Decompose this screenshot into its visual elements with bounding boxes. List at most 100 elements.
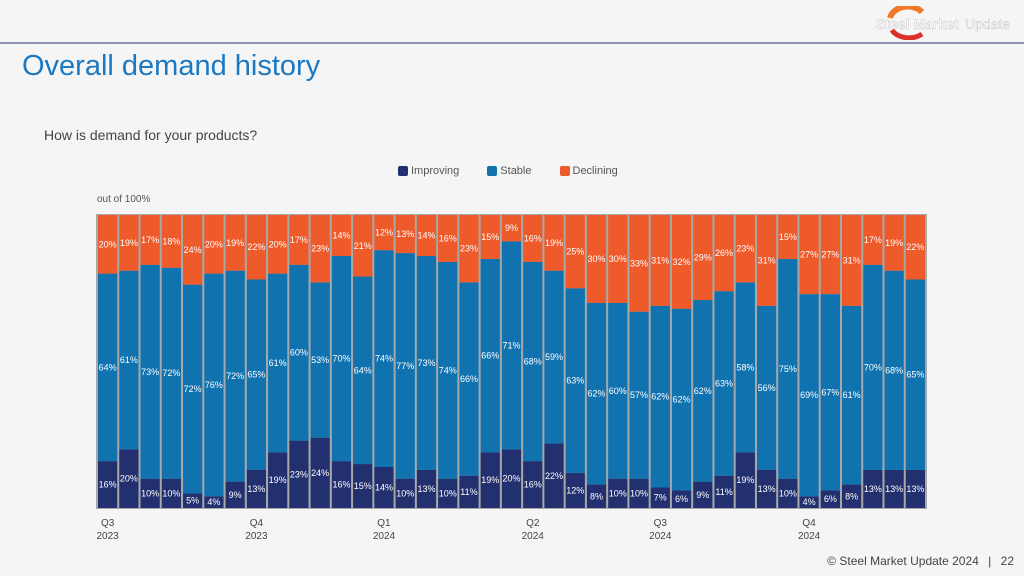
- x-tick-label: Q4: [802, 518, 816, 529]
- data-label: 31%: [651, 255, 669, 265]
- bar-improving: [161, 478, 182, 508]
- data-label: 16%: [524, 480, 542, 490]
- bar-improving: [608, 478, 628, 508]
- data-label: 16%: [99, 480, 117, 490]
- data-label: 24%: [311, 468, 329, 478]
- bar-stable: [140, 264, 160, 479]
- data-label: 68%: [524, 357, 542, 367]
- data-label: 14%: [375, 482, 393, 492]
- bar-stable: [905, 279, 925, 470]
- data-label: 70%: [864, 362, 882, 372]
- bar-declining: [246, 215, 267, 280]
- data-label: 6%: [824, 494, 837, 504]
- data-label: 53%: [311, 355, 329, 365]
- bar-stable: [884, 270, 904, 470]
- bar-stable: [608, 302, 628, 479]
- bar-improving: [98, 461, 118, 508]
- bar-stable: [841, 305, 862, 485]
- bar-declining: [544, 215, 564, 271]
- legend-swatch: [487, 166, 498, 176]
- header-divider: [0, 42, 1024, 44]
- bar-improving: [268, 452, 288, 508]
- bar-improving: [501, 449, 522, 508]
- bar-declining: [438, 215, 458, 262]
- bar-improving: [459, 475, 479, 508]
- x-tick-year: 2024: [522, 531, 545, 542]
- data-label: 62%: [673, 395, 691, 405]
- bar-declining: [799, 215, 819, 295]
- bar-declining: [268, 215, 288, 274]
- bar-improving: [353, 464, 373, 508]
- bar-stable: [353, 276, 373, 465]
- bar-stable: [501, 241, 522, 450]
- data-label: 13%: [396, 229, 414, 239]
- data-label: 68%: [885, 365, 903, 375]
- data-label: 17%: [141, 235, 159, 245]
- bar-declining: [565, 215, 585, 289]
- data-label: 31%: [843, 255, 861, 265]
- data-label: 19%: [269, 475, 287, 485]
- bar-declining: [756, 215, 777, 306]
- separator: |: [988, 554, 992, 568]
- data-label: 74%: [439, 365, 457, 375]
- bar-declining: [225, 215, 245, 271]
- y-axis-label: out of 100%: [97, 194, 151, 205]
- bar-declining: [119, 215, 139, 271]
- data-label: 74%: [375, 354, 393, 364]
- bar-stable: [565, 288, 585, 473]
- data-label: 8%: [845, 491, 858, 501]
- data-label: 62%: [651, 392, 669, 402]
- data-label: 9%: [505, 223, 518, 233]
- data-label: 29%: [694, 252, 712, 262]
- bar-improving: [204, 496, 224, 508]
- data-label: 63%: [566, 376, 584, 386]
- data-label: 19%: [736, 475, 754, 485]
- data-label: 14%: [332, 231, 350, 241]
- bar-improving: [693, 481, 713, 508]
- data-label: 15%: [481, 232, 499, 242]
- data-label: 10%: [396, 488, 414, 498]
- data-label: 62%: [694, 386, 712, 396]
- data-label: 67%: [821, 387, 839, 397]
- data-label: 63%: [715, 378, 733, 388]
- data-label: 77%: [396, 361, 414, 371]
- bar-declining: [693, 215, 713, 300]
- data-label: 21%: [354, 241, 372, 251]
- bar-improving: [480, 452, 500, 508]
- data-label: 20%: [502, 474, 520, 484]
- bar-improving: [331, 461, 352, 508]
- bar-stable: [183, 284, 203, 494]
- data-label: 13%: [247, 484, 265, 494]
- data-label: 19%: [226, 238, 244, 248]
- x-tick-label: Q1: [377, 518, 391, 529]
- data-label: 59%: [545, 352, 563, 362]
- bar-stable: [289, 264, 309, 441]
- bar-improving: [629, 478, 649, 508]
- bar-stable: [778, 258, 798, 479]
- data-label: 23%: [290, 469, 308, 479]
- bar-improving: [778, 478, 798, 508]
- data-label: 19%: [481, 475, 499, 485]
- data-label: 72%: [184, 384, 202, 394]
- page-title: Overall demand history: [22, 50, 321, 82]
- chart-subtitle: How is demand for your products?: [44, 127, 258, 143]
- bar-declining: [778, 215, 798, 259]
- x-tick-label: Q3: [654, 518, 668, 529]
- bar-declining: [884, 215, 904, 271]
- bar-stable: [204, 273, 224, 497]
- data-label: 62%: [588, 389, 606, 399]
- bar-improving: [714, 475, 734, 508]
- data-label: 69%: [800, 390, 818, 400]
- bar-declining: [416, 215, 437, 257]
- bar-stable: [586, 302, 607, 485]
- data-label: 9%: [696, 490, 709, 500]
- data-label: 13%: [885, 484, 903, 494]
- data-label: 56%: [758, 383, 776, 393]
- bar-stable: [523, 261, 543, 462]
- bar-declining: [735, 215, 755, 283]
- bar-stable: [225, 270, 245, 482]
- bar-stable: [161, 267, 182, 479]
- bar-stable: [735, 282, 755, 453]
- bar-improving: [438, 478, 458, 508]
